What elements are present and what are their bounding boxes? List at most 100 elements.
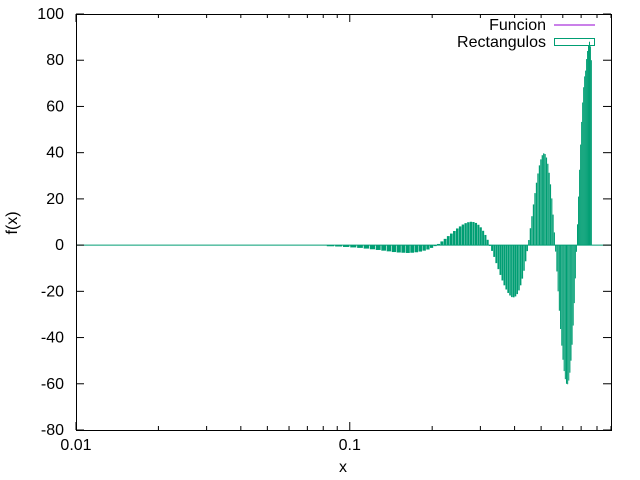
legend-label-rectangulos: Rectangulos bbox=[457, 34, 546, 51]
bar bbox=[552, 214, 554, 246]
bar bbox=[396, 245, 401, 253]
bar bbox=[443, 238, 447, 246]
bar bbox=[391, 245, 397, 253]
bar bbox=[495, 245, 498, 264]
bar bbox=[474, 222, 478, 246]
bar bbox=[472, 222, 475, 246]
legend-label-funcion: Funcion bbox=[489, 17, 546, 34]
bar bbox=[484, 234, 487, 246]
bar bbox=[538, 165, 541, 246]
bar bbox=[369, 245, 376, 250]
bar bbox=[523, 245, 525, 271]
legend: Funcion Rectangulos bbox=[457, 17, 595, 51]
bar bbox=[461, 224, 465, 246]
bar bbox=[501, 245, 504, 281]
bar bbox=[548, 172, 550, 246]
bar bbox=[440, 241, 444, 246]
bar bbox=[455, 228, 459, 246]
bar bbox=[583, 87, 585, 246]
bar bbox=[535, 182, 538, 246]
bar bbox=[493, 245, 496, 257]
bar bbox=[555, 245, 557, 252]
bar bbox=[514, 245, 517, 297]
bar bbox=[357, 245, 363, 248]
bar bbox=[458, 226, 462, 246]
bar bbox=[589, 46, 591, 246]
x-tick-label: 0.01 bbox=[60, 437, 91, 454]
bar bbox=[563, 245, 565, 372]
bar bbox=[581, 121, 583, 246]
x-axis-label: x bbox=[339, 459, 347, 476]
y-tick-label: -80 bbox=[41, 422, 64, 439]
bar bbox=[446, 236, 450, 246]
y-tick-label: -60 bbox=[41, 376, 64, 393]
x-axis-ticks: 0.01 0.1 bbox=[60, 14, 612, 454]
bar bbox=[560, 245, 562, 330]
bar bbox=[524, 245, 527, 262]
bar bbox=[561, 245, 563, 346]
bar bbox=[518, 245, 520, 291]
bar bbox=[587, 50, 589, 246]
bar bbox=[519, 245, 522, 286]
bar bbox=[543, 153, 545, 246]
y-tick-label: 0 bbox=[55, 237, 64, 254]
bar bbox=[381, 245, 387, 251]
bar bbox=[505, 245, 508, 290]
bar bbox=[350, 245, 357, 248]
legend-swatch-rectangulos bbox=[554, 38, 595, 46]
bar bbox=[564, 245, 566, 380]
bar bbox=[547, 163, 549, 246]
bar bbox=[553, 232, 555, 246]
y-axis-label: f(x) bbox=[4, 211, 21, 234]
bar bbox=[572, 245, 574, 326]
bar bbox=[467, 222, 470, 246]
bar bbox=[499, 245, 502, 275]
bar bbox=[586, 59, 588, 246]
bar bbox=[486, 239, 489, 246]
bar bbox=[573, 245, 575, 304]
bar bbox=[565, 245, 568, 384]
bar bbox=[557, 245, 559, 292]
bars-layer bbox=[326, 41, 592, 385]
bar bbox=[422, 245, 426, 251]
bar bbox=[551, 198, 553, 246]
bar bbox=[579, 169, 581, 246]
bar bbox=[556, 245, 558, 272]
bar bbox=[544, 154, 546, 246]
bar bbox=[449, 233, 453, 246]
bar bbox=[580, 144, 582, 246]
bar bbox=[479, 227, 482, 246]
bar bbox=[363, 245, 370, 249]
bar bbox=[571, 245, 573, 345]
x-tick-label: 0.1 bbox=[339, 437, 361, 454]
y-tick-label: 60 bbox=[46, 98, 64, 115]
bar bbox=[426, 245, 430, 250]
bar bbox=[574, 245, 576, 279]
bar bbox=[437, 243, 441, 246]
y-tick-label: 40 bbox=[46, 145, 64, 162]
bar bbox=[405, 245, 410, 253]
bar bbox=[491, 245, 494, 251]
bar bbox=[429, 245, 434, 248]
bar bbox=[585, 70, 587, 246]
y-tick-label: -40 bbox=[41, 330, 64, 347]
bar bbox=[497, 245, 500, 270]
y-tick-label: -20 bbox=[41, 283, 64, 300]
y-tick-label: 80 bbox=[46, 52, 64, 69]
bar bbox=[503, 245, 506, 286]
bar bbox=[531, 216, 533, 246]
bar bbox=[401, 245, 406, 253]
y-tick-label: 20 bbox=[46, 191, 64, 208]
bar bbox=[529, 228, 532, 246]
bar bbox=[512, 245, 515, 298]
bar bbox=[516, 245, 519, 295]
bar bbox=[569, 245, 571, 373]
bar bbox=[375, 245, 381, 250]
bar bbox=[584, 76, 586, 246]
bar bbox=[464, 223, 467, 246]
bar bbox=[567, 245, 569, 385]
bar bbox=[576, 224, 578, 246]
bar bbox=[568, 245, 570, 381]
bar bbox=[588, 45, 590, 246]
y-tick-label: 100 bbox=[37, 6, 64, 23]
